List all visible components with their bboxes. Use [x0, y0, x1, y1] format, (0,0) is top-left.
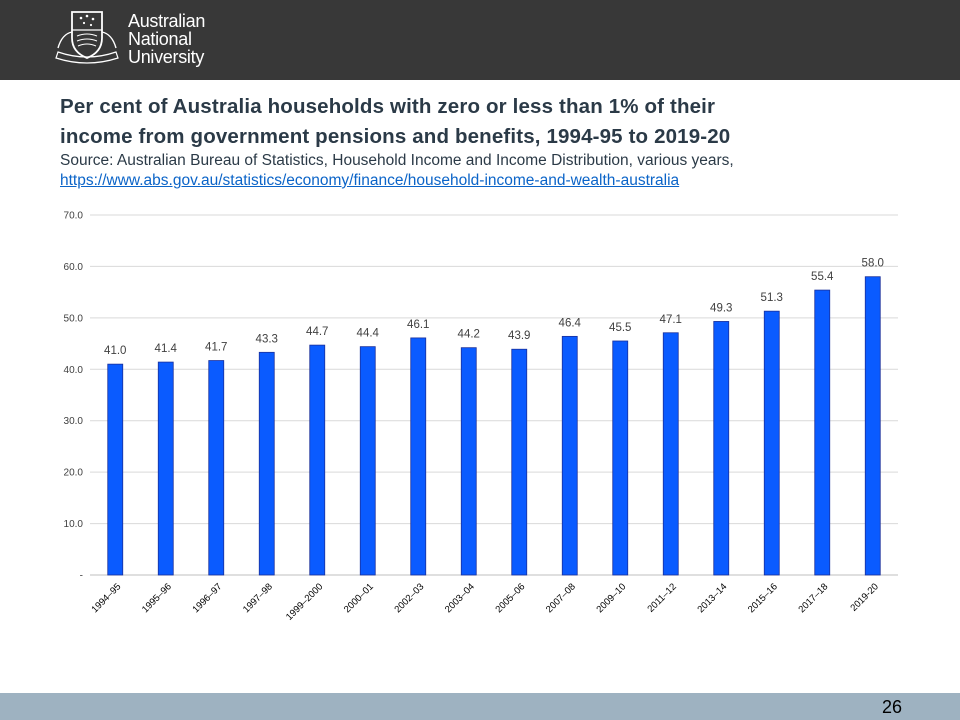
- bar-value-label: 55.4: [811, 271, 834, 283]
- source-text: Source: Australian Bureau of Statistics,…: [60, 152, 734, 169]
- bar-value-label: 45.5: [609, 322, 631, 334]
- slide-title-line-1: Per cent of Australia households with ze…: [60, 95, 716, 118]
- bar-value-label: 46.1: [407, 319, 429, 331]
- chart-gridlines: [90, 214, 898, 576]
- footer-bar: 26: [0, 693, 960, 720]
- x-tick-label: 2007–08: [544, 581, 578, 615]
- bar: [258, 351, 275, 576]
- bar: [612, 340, 629, 576]
- bar: [359, 346, 376, 576]
- chart-bars: [107, 276, 881, 576]
- university-name-line-1: Australian: [128, 11, 206, 31]
- y-tick-label: 10.0: [64, 519, 84, 530]
- university-name-line-2: National: [128, 29, 192, 49]
- university-name-line-3: University: [128, 47, 205, 67]
- bar: [208, 360, 225, 576]
- bar: [763, 310, 780, 576]
- x-tick-label: 2011–12: [645, 581, 678, 614]
- y-tick-label: 50.0: [64, 313, 84, 324]
- bar-chart: -10.020.030.040.050.060.070.0 41.0 41.4 41…: [64, 211, 898, 623]
- bar-value-label: 41.7: [205, 342, 227, 354]
- bar-value-label: 41.4: [155, 343, 178, 355]
- bar-value-label: 43.3: [256, 333, 278, 345]
- bar: [460, 347, 477, 576]
- y-tick-label: -: [80, 571, 83, 582]
- x-tick-label: 2013–14: [695, 581, 729, 615]
- bar-value-label: 51.3: [761, 292, 783, 304]
- y-axis-tick-labels: - 10.0 20.0 30.0 40.0 50.0 60.0 70.0: [64, 211, 84, 582]
- x-tick-label: 2005–06: [493, 581, 527, 615]
- bar: [511, 348, 528, 576]
- bar-value-label: 58.0: [862, 258, 884, 270]
- source-link[interactable]: https://www.abs.gov.au/statistics/econom…: [60, 172, 680, 189]
- university-name: Australian National University: [128, 12, 205, 66]
- bar: [814, 289, 831, 576]
- anu-crest-icon: [55, 11, 119, 64]
- bar: [561, 335, 578, 576]
- source-note: Source: Australian Bureau of Statistics,…: [60, 151, 940, 191]
- x-tick-label: 1999–2000: [284, 581, 325, 622]
- x-tick-label: 2003–04: [443, 581, 477, 615]
- bar-value-label: 47.1: [660, 314, 682, 326]
- header-bar: Australian National University: [0, 0, 960, 80]
- bar-value-label: 41.0: [104, 345, 126, 357]
- bar-value-labels: 41.0 41.4 41.7 43.3 44.7 44.4 46.1 44.2 43.9 46.4…: [104, 258, 884, 357]
- x-tick-label: 1996–97: [190, 581, 224, 615]
- x-tick-label: 1997–98: [241, 581, 275, 615]
- bar: [410, 337, 427, 576]
- bar-value-label: 46.4: [559, 317, 582, 329]
- slide-title-line-2: income from government pensions and bene…: [60, 125, 731, 148]
- x-tick-label: 2015–16: [746, 581, 780, 615]
- bar: [713, 321, 730, 576]
- bar-value-label: 44.7: [306, 326, 328, 338]
- x-tick-label: 1994–95: [89, 581, 123, 615]
- bar-value-label: 43.9: [508, 330, 530, 342]
- bar: [107, 363, 124, 576]
- bar-value-label: 49.3: [710, 302, 732, 314]
- x-tick-label: 1995–96: [140, 581, 174, 615]
- y-tick-label: 40.0: [64, 365, 84, 376]
- x-tick-label: 2019-20: [848, 581, 880, 613]
- x-tick-label: 2002–03: [392, 581, 426, 615]
- bar-value-label: 44.2: [458, 329, 480, 341]
- slide-title: Per cent of Australia households with ze…: [60, 92, 920, 152]
- y-tick-label: 20.0: [64, 468, 84, 479]
- bar: [864, 276, 881, 576]
- y-tick-label: 70.0: [64, 211, 84, 222]
- bar: [662, 332, 679, 576]
- x-axis-tick-labels: 1994–95 1995–96 1996–97 1997–98 1999–2000 200…: [89, 581, 880, 622]
- page-number: 26: [881, 697, 902, 717]
- bar: [309, 344, 326, 576]
- x-tick-label: 2000–01: [342, 581, 376, 615]
- bar: [157, 361, 174, 576]
- y-tick-label: 30.0: [64, 416, 84, 427]
- bar-value-label: 44.4: [357, 328, 380, 340]
- y-tick-label: 60.0: [64, 262, 84, 273]
- x-tick-label: 2009–10: [594, 581, 628, 615]
- x-tick-label: 2017–18: [796, 581, 830, 615]
